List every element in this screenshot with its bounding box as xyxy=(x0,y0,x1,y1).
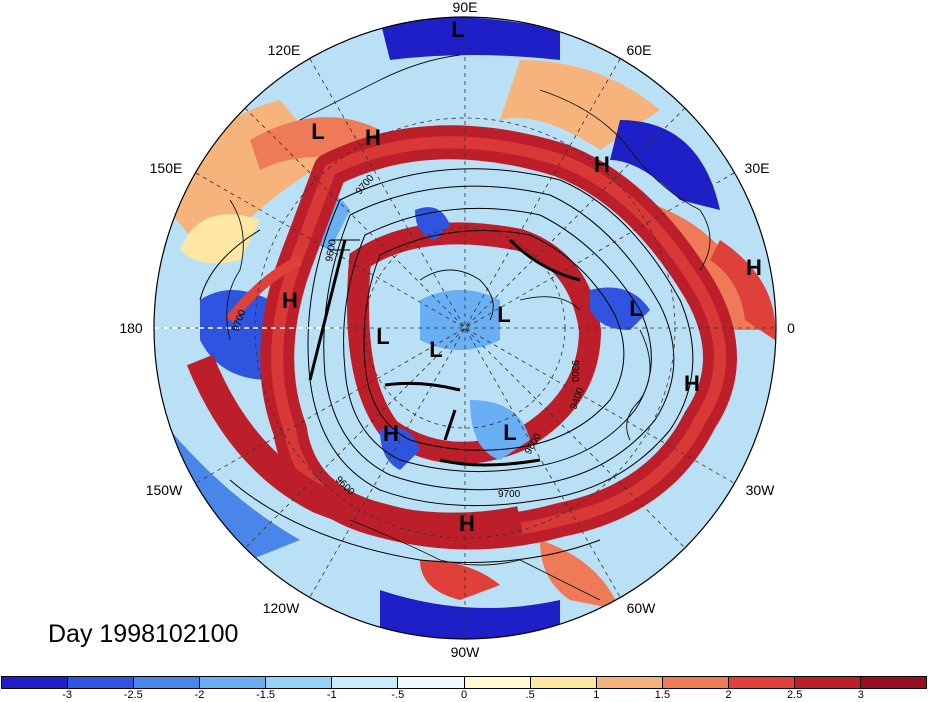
colorbar-swatch xyxy=(530,677,597,688)
thick-contours xyxy=(308,238,581,467)
pressure-center-low: L xyxy=(497,302,510,327)
colorbar-swatch xyxy=(266,677,333,688)
colorbar-swatch xyxy=(68,677,135,688)
longitude-label-150e: 150E xyxy=(149,160,183,176)
pressure-center-low: L xyxy=(311,119,324,144)
pressure-center-high: H xyxy=(365,125,381,150)
colorbar-tick-label: 2 xyxy=(725,689,732,701)
colorbar-tick-label: 1.5 xyxy=(654,689,671,701)
colorbar-swatch xyxy=(398,677,465,688)
colorbar-swatch xyxy=(200,677,267,688)
colorbar-tick-label: 0 xyxy=(460,689,468,701)
pressure-center-high: H xyxy=(383,421,399,446)
coastlines xyxy=(226,54,711,601)
colorbar-tick-label: -2 xyxy=(194,689,205,701)
colorbar-tick-label: .5 xyxy=(525,689,535,701)
pressure-center-high: H xyxy=(684,371,700,396)
longitude-label-90e: 90E xyxy=(452,0,478,15)
longitude-label-120e: 120E xyxy=(267,42,301,58)
pressure-center-low: L xyxy=(503,420,516,445)
longitude-label-30w: 30W xyxy=(745,482,775,498)
contour-label: 9700 xyxy=(498,489,521,500)
colorbar xyxy=(1,676,927,689)
contour-label: 9600 xyxy=(324,238,339,262)
colorbar-swatch xyxy=(596,677,663,688)
pressure-center-low: L xyxy=(429,337,442,362)
colorbar-swatch xyxy=(464,677,531,688)
longitude-label-180: 180 xyxy=(119,320,143,336)
colorbar-tick-label: -1 xyxy=(326,689,337,701)
colorbar-swatch xyxy=(861,677,927,688)
longitude-label-120w: 120W xyxy=(262,600,300,616)
longitude-label-60e: 60E xyxy=(626,42,652,58)
colorbar-tick-label: 2.5 xyxy=(787,689,803,701)
pressure-center-high: H xyxy=(282,288,298,313)
pressure-center-low: L xyxy=(629,296,642,321)
colorbar-tick-label: 3 xyxy=(857,689,864,701)
longitude-label-0: 0 xyxy=(787,320,795,336)
pressure-center-low: L xyxy=(451,17,464,42)
colorbar-tick-label: 1 xyxy=(593,689,600,701)
pressure-center-high: H xyxy=(594,152,610,177)
longitude-label-150w: 150W xyxy=(145,482,183,498)
colorbar-tick-label: -1.5 xyxy=(256,689,276,701)
colorbar-swatch xyxy=(728,677,795,688)
colorbar-swatch xyxy=(794,677,862,688)
pressure-centers: L L H H H H L L L L H H L H xyxy=(282,17,762,536)
map-boundary xyxy=(153,16,777,640)
colorbar-swatch xyxy=(2,677,69,688)
colorbar-tick-label: -3 xyxy=(62,689,73,701)
pressure-center-high: H xyxy=(746,255,762,280)
contour-label: 9300 xyxy=(569,360,580,383)
colorbar-swatch xyxy=(662,677,729,688)
pressure-center-low: L xyxy=(376,324,389,349)
colorbar-tick-label: -.5 xyxy=(391,689,405,701)
longitude-label-30e: 30E xyxy=(744,160,770,176)
pressure-center-high: H xyxy=(459,511,475,536)
colorbar-swatch xyxy=(134,677,201,688)
colorbar-tick-label: -2.5 xyxy=(123,689,143,701)
longitude-label-60w: 60W xyxy=(626,600,656,616)
longitude-label-90w: 90W xyxy=(450,644,480,660)
colorbar-swatch xyxy=(332,677,399,688)
day-title: Day 1998102100 xyxy=(48,620,239,648)
